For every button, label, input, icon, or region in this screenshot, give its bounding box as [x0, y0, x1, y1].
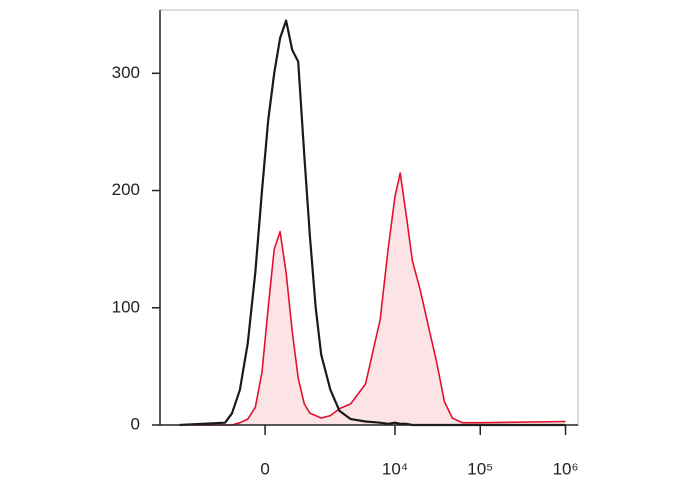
x-tick-label: 0: [260, 459, 269, 478]
x-tick-label: 10⁴: [382, 459, 408, 478]
y-tick-label: 300: [112, 63, 140, 82]
y-tick-label: 100: [112, 297, 140, 316]
y-tick-label: 200: [112, 180, 140, 199]
x-tick-label: 10⁵: [467, 459, 493, 478]
x-tick-label: 10⁶: [553, 459, 579, 478]
area-fill: [179, 173, 566, 425]
histogram-line: [179, 172, 566, 426]
plot-frame: [159, 9, 579, 426]
y-tick-label: 0: [131, 414, 140, 433]
